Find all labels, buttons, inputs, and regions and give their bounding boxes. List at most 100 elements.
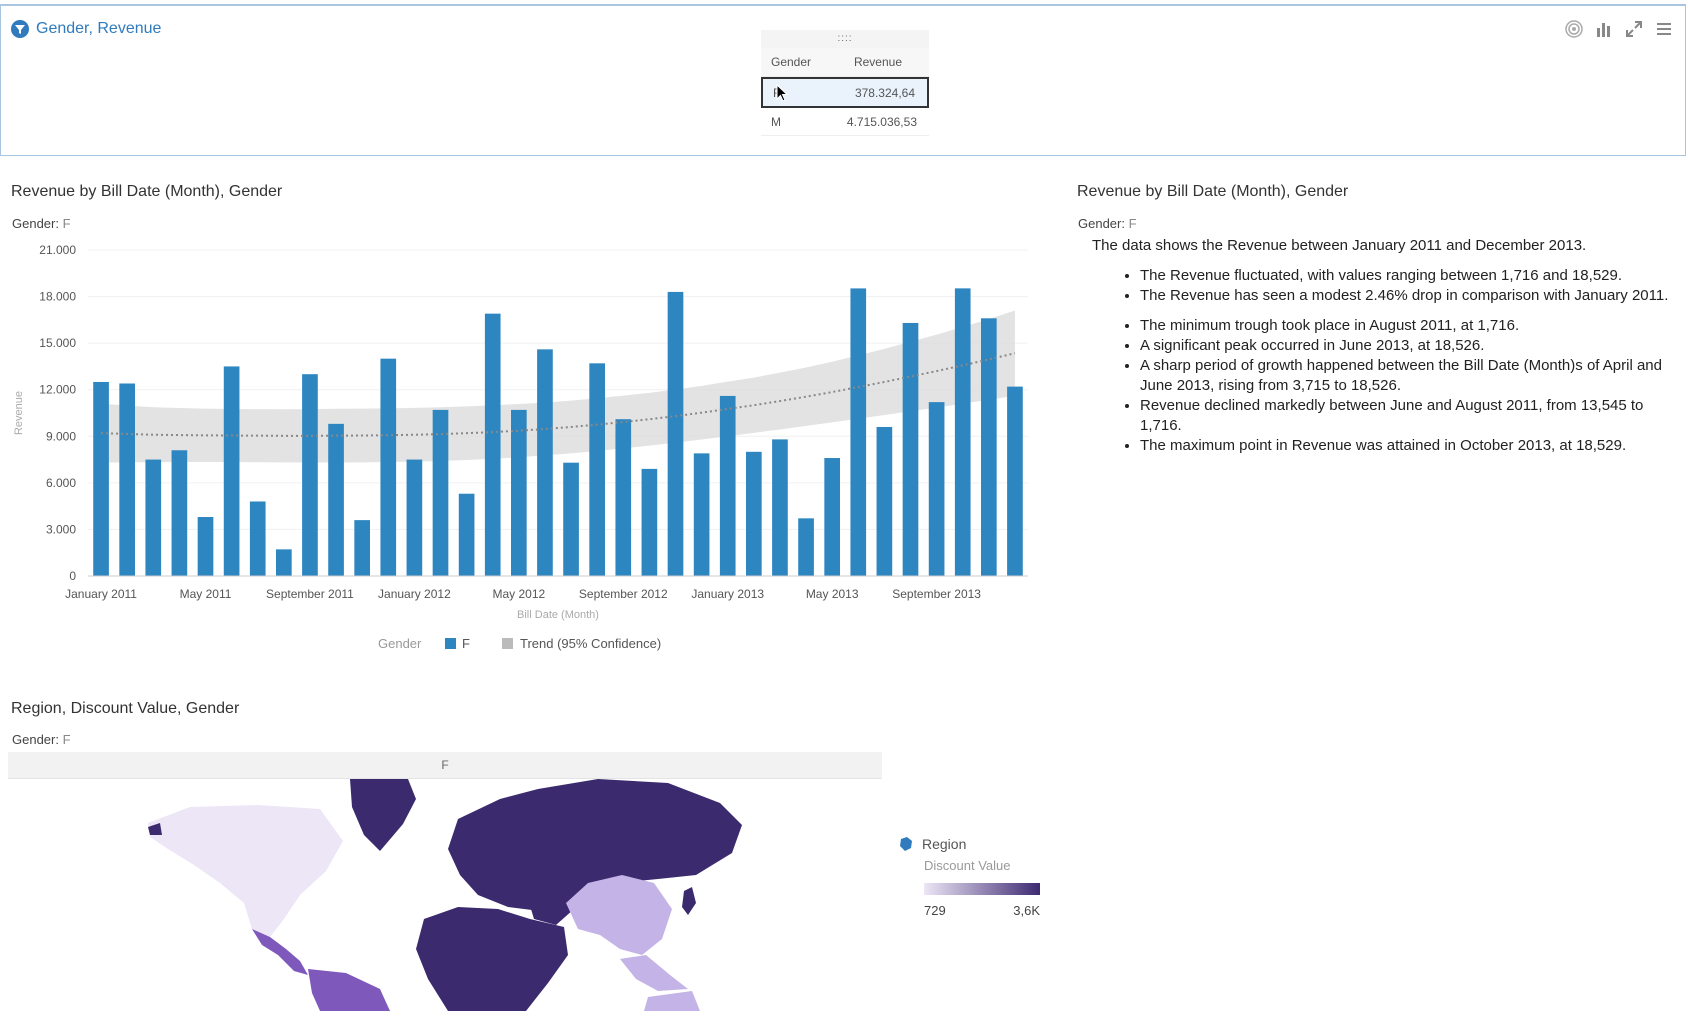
bar-feb-2012 — [432, 409, 449, 576]
world-map-panel: F — [8, 752, 882, 1011]
bar-jul-2012 — [563, 462, 579, 576]
region-greenland — [350, 779, 416, 851]
target-icon[interactable] — [1565, 20, 1583, 38]
bar-chart-icon[interactable] — [1595, 20, 1613, 38]
bar-apr-2013 — [798, 518, 814, 576]
region-japan — [682, 887, 696, 915]
region-south-america — [308, 969, 390, 1011]
legend-swatch-trend — [502, 638, 513, 649]
filter-panel: Gender, Revenue :::: Gender Revenue F 37… — [0, 4, 1686, 156]
bar-aug-2012 — [589, 363, 605, 576]
table-row[interactable]: M 4.715.036,53 — [761, 108, 929, 136]
bar-feb-2013 — [746, 451, 762, 576]
filter-label: Gender: — [12, 732, 59, 747]
legend-title: Region — [922, 836, 967, 852]
bar-may-2011 — [197, 517, 214, 576]
legend-label-trend: Trend (95% Confidence) — [520, 636, 661, 651]
region-africa — [416, 907, 568, 1011]
y-tick-label: 21.000 — [39, 243, 76, 257]
bar-may-2012 — [511, 409, 527, 576]
bar-mar-2011 — [145, 459, 162, 576]
y-tick-label: 9.000 — [46, 429, 76, 443]
insight-item: A significant peak occurred in June 2013… — [1140, 336, 1682, 356]
bar-sep-2013 — [928, 402, 945, 576]
y-tick-label: 6.000 — [46, 476, 76, 490]
bar-oct-2013 — [954, 288, 971, 576]
filter-value: F — [1128, 216, 1137, 231]
filter-label: Gender: — [12, 216, 59, 231]
x-tick-label: September 2011 — [266, 587, 354, 601]
legend-title: Gender — [378, 636, 422, 651]
region-asia — [566, 875, 672, 955]
bar-mar-2012 — [458, 493, 475, 576]
insight-list: The Revenue fluctuated, with values rang… — [1092, 266, 1682, 306]
drag-handle[interactable]: :::: — [761, 30, 929, 48]
bar-jun-2011 — [223, 366, 240, 576]
insight-item: The Revenue has seen a modest 2.46% drop… — [1140, 286, 1682, 306]
expand-icon[interactable] — [1625, 20, 1643, 38]
bar-feb-2011 — [119, 383, 135, 576]
x-tick-label: September 2013 — [892, 587, 981, 601]
bar-oct-2012 — [641, 468, 658, 576]
map-filter: Gender: F — [12, 732, 71, 747]
bar-jan-2011 — [93, 381, 109, 576]
bar-nov-2012 — [667, 291, 684, 576]
bar-dec-2012 — [693, 453, 710, 576]
cell-gender[interactable]: F — [763, 86, 829, 100]
bar-mar-2013 — [772, 439, 788, 576]
insight-item: Revenue declined markedly between June a… — [1140, 396, 1682, 436]
bar-sep-2011 — [302, 374, 318, 576]
table-row[interactable]: F 378.324,64 — [761, 77, 929, 108]
legend-min: 729 — [924, 903, 946, 918]
y-axis-label: Revenue — [13, 391, 25, 435]
bar-apr-2012 — [484, 313, 501, 576]
map-panel-header: F — [8, 752, 882, 779]
y-tick-label: 18.000 — [39, 290, 76, 304]
region-icon — [900, 837, 912, 851]
bar-jan-2012 — [406, 459, 423, 576]
map-legend: Region Discount Value 729 3,6K — [898, 836, 1040, 918]
menu-icon[interactable] — [1655, 20, 1673, 38]
table-header: Gender Revenue — [761, 48, 929, 77]
bar-may-2013 — [824, 458, 840, 576]
mouse-pointer-icon — [776, 84, 788, 102]
filter-label: Gender: — [1078, 216, 1125, 231]
region-australia — [644, 991, 700, 1011]
bar-chart-filter: Gender: F — [12, 216, 71, 231]
region-southeast-asia — [620, 955, 688, 991]
bar-apr-2011 — [171, 450, 188, 576]
filter-value: F — [62, 732, 71, 747]
bar-aug-2011 — [276, 549, 292, 576]
filter-value: F — [62, 216, 71, 231]
y-tick-label: 15.000 — [39, 336, 76, 350]
insight-intro: The data shows the Revenue between Janua… — [1092, 237, 1587, 254]
filter-title-link[interactable]: Gender, Revenue — [11, 20, 161, 38]
bar-aug-2013 — [902, 322, 919, 576]
y-tick-label: 3.000 — [46, 522, 76, 536]
filter-title: Gender, Revenue — [36, 20, 162, 37]
bar-jun-2012 — [537, 349, 553, 576]
map-title: Region, Discount Value, Gender — [11, 700, 240, 717]
bar-nov-2013 — [981, 318, 997, 576]
column-header-gender[interactable]: Gender — [771, 55, 812, 69]
cell-revenue[interactable]: 4.715.036,53 — [846, 114, 917, 129]
region-north-america — [148, 805, 343, 937]
column-header-revenue[interactable]: Revenue — [853, 55, 903, 69]
bar-dec-2011 — [380, 358, 397, 576]
cell-revenue[interactable]: 378.324,64 — [854, 85, 915, 100]
world-map[interactable] — [8, 779, 882, 1011]
bar-sep-2012 — [615, 419, 632, 576]
revenue-bar-chart: 0 3.000 6.000 9.000 12.000 15.000 18.000 21.000… — [13, 243, 1028, 651]
bar-jan-2013 — [719, 395, 736, 576]
legend-max: 3,6K — [1013, 903, 1040, 918]
gender-revenue-table: :::: Gender Revenue F 378.324,64 M 4.715… — [761, 30, 929, 136]
y-tick-label: 0 — [69, 569, 76, 583]
cell-gender[interactable]: M — [771, 114, 781, 129]
x-axis-label: Bill Date (Month) — [517, 609, 599, 621]
region-europe-russia — [448, 779, 742, 911]
bar-jul-2013 — [876, 426, 893, 576]
bar-dec-2013 — [1007, 386, 1023, 576]
bar-nov-2011 — [354, 520, 370, 576]
region-central-america — [252, 929, 308, 975]
insight-item: The Revenue fluctuated, with values rang… — [1140, 266, 1682, 286]
